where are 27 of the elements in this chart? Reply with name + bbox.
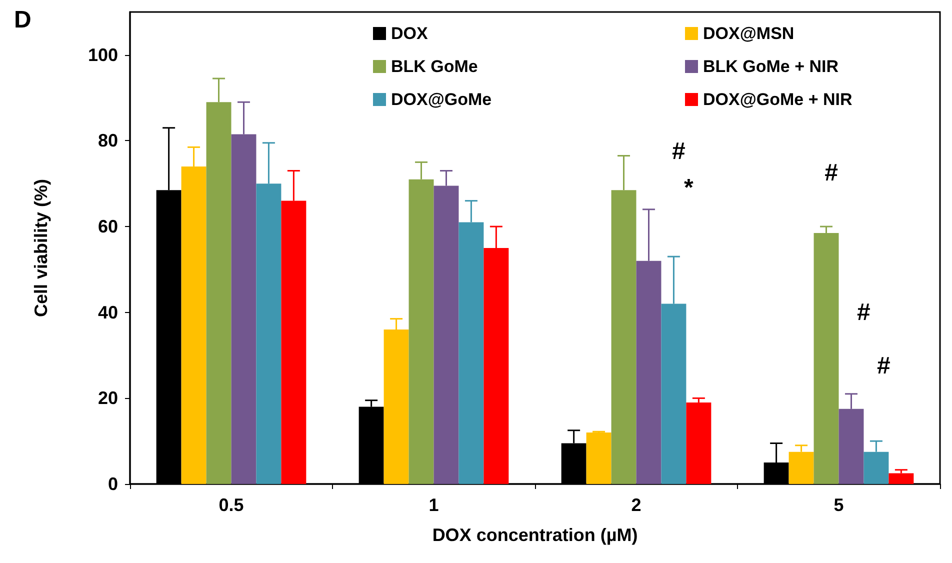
legend-label: DOX@MSN xyxy=(703,24,794,43)
bar xyxy=(586,432,612,484)
annotation: # xyxy=(857,298,870,326)
y-tick-label: 60 xyxy=(98,216,118,237)
x-tick-label: 1 xyxy=(428,495,439,515)
annotation: # xyxy=(824,159,838,186)
legend-label: BLK GoMe + NIR xyxy=(703,57,839,76)
legend-label: DOX@GoMe xyxy=(391,90,492,109)
annotation: # xyxy=(877,352,890,380)
y-axis-title: Cell viability (%) xyxy=(31,178,51,318)
legend-label: BLK GoMe xyxy=(391,57,478,76)
bar xyxy=(686,402,712,484)
annotation: * xyxy=(684,174,694,202)
x-axis-title: DOX concentration (µM) xyxy=(432,525,638,545)
bar xyxy=(888,473,914,484)
y-tick-label: 100 xyxy=(88,44,118,65)
y-tick-label: 20 xyxy=(98,388,118,408)
y-tick-label: 0 xyxy=(108,474,118,494)
legend-label: DOX xyxy=(391,24,428,43)
annotation: # xyxy=(672,138,686,165)
legend-label: DOX@GoMe + NIR xyxy=(703,90,852,109)
y-tick-label: 80 xyxy=(98,130,118,151)
y-tick-label: 40 xyxy=(98,302,118,322)
x-tick-label: 5 xyxy=(834,495,844,515)
x-tick-label: 0.5 xyxy=(218,495,244,515)
x-tick-label: 2 xyxy=(631,495,642,515)
text: D xyxy=(14,6,32,34)
